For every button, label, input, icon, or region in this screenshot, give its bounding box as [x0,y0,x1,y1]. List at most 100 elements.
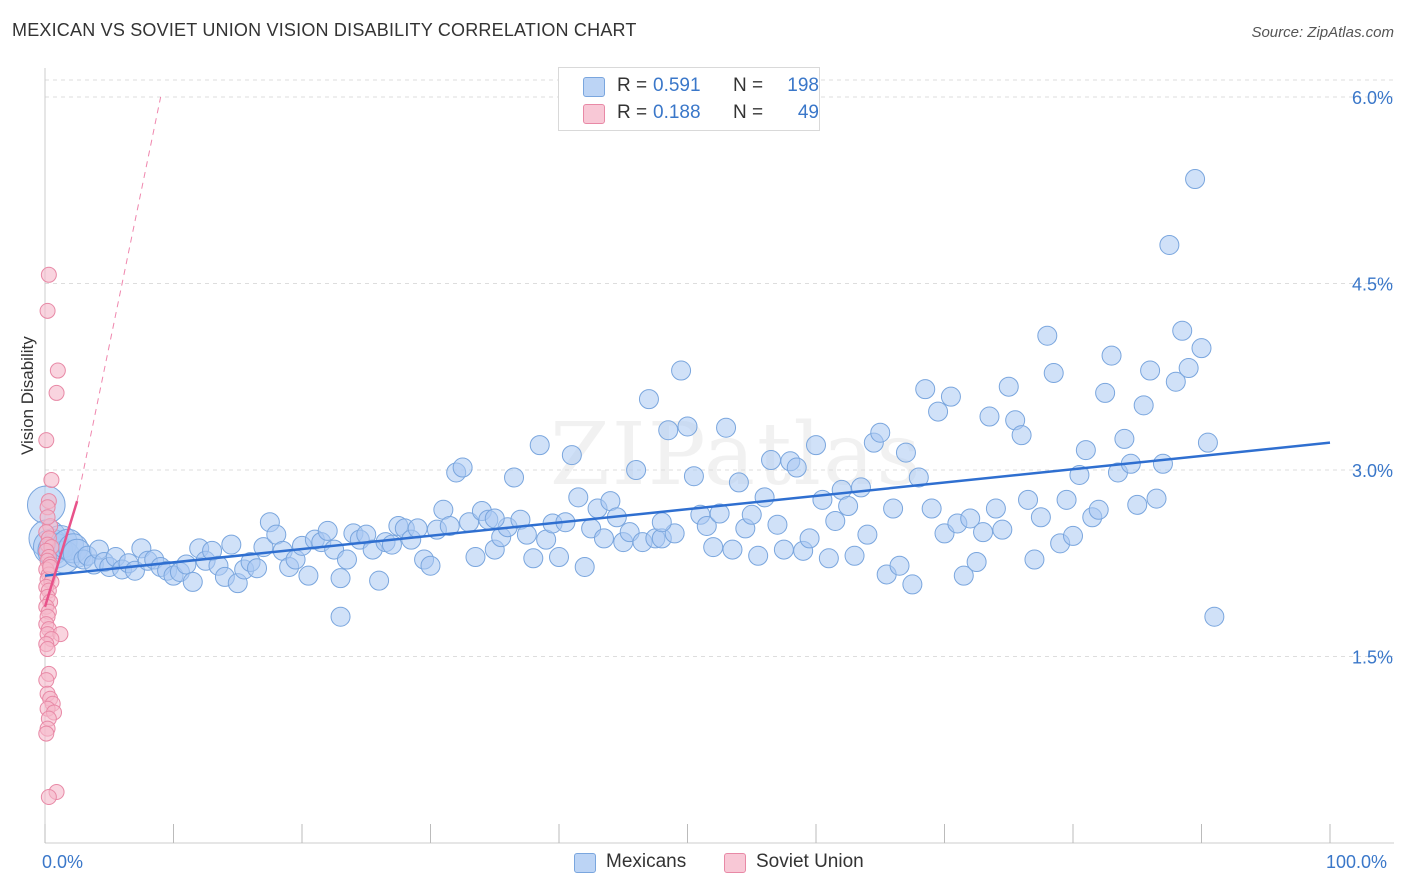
point-mexicans [979,406,1000,427]
point-mexicans [722,539,743,560]
point-mexicans [1030,507,1051,528]
point-mexicans [838,496,859,517]
point-mexicans [529,435,550,456]
point-mexicans [992,519,1013,540]
point-mexicans [883,498,904,519]
point-mexicans [850,477,871,498]
point-mexicans [439,515,460,536]
y-tick-label: 3.0% [1352,461,1393,481]
point-mexicans [928,401,949,422]
point-mexicans [812,489,833,510]
bottom-legend-label: Soviet Union [756,851,864,872]
point-mexicans [1024,549,1045,570]
point-mexicans [677,416,698,437]
point-mexicans [1075,440,1096,461]
point-mexicans [953,565,974,586]
point-mexicans [626,460,647,480]
point-mexicans [1095,382,1116,403]
point-mexicans [767,514,788,535]
point-mexicans [998,376,1019,397]
point-mexicans [844,545,865,566]
point-mexicans [818,548,839,569]
y-tick-label: 4.5% [1352,275,1393,295]
point-mexicans [716,417,737,438]
legend-n-value: 49 [797,102,819,123]
point-mexicans [921,498,942,519]
y-tick-label: 1.5% [1352,648,1393,668]
point-mexicans [568,487,589,508]
point-mexicans [484,508,505,529]
point-mexicans [966,552,987,573]
point-mexicans [516,524,537,545]
point-mexicans [336,549,357,570]
x-tick-label-min: 0.0% [42,852,84,872]
point-mexicans [786,457,807,478]
point-mexicans [857,524,878,545]
point-mexicans [683,466,704,487]
point-mexicans [369,570,390,591]
point-mexicans [1185,169,1206,190]
legend-swatch-mexicans [583,77,605,97]
point-mexicans [574,556,595,577]
point-soviet-union [38,725,55,742]
point-mexicans [452,457,473,478]
legend-n-label: N = [733,102,764,123]
point-mexicans [1165,371,1186,392]
point-mexicans [1197,432,1218,453]
point-mexicans [1204,606,1225,627]
legend-swatch-soviet-union [583,104,605,124]
point-mexicans [330,606,351,627]
point-mexicans [703,537,724,558]
point-mexicans [221,534,242,555]
legend-r-label: R = [617,75,648,96]
point-mexicans [748,545,769,566]
point-mexicans [658,420,679,441]
point-mexicans [593,528,614,549]
point-mexicans [1056,489,1077,510]
point-mexicans [1140,360,1161,381]
point-mexicans [504,467,525,488]
point-mexicans [561,445,582,466]
point-mexicans [902,574,923,595]
trendline-mexicans [44,441,1331,577]
point-mexicans [1043,363,1064,384]
point-mexicans [330,568,351,589]
point-mexicans [806,435,826,456]
point-mexicans [1146,488,1167,509]
bottom-legend-swatch-soviet-union [724,853,746,873]
point-mexicans [895,442,916,463]
point-soviet-union [39,509,56,526]
point-mexicans [773,539,794,560]
point-mexicans [870,422,891,443]
legend-n-value: 198 [787,75,819,96]
point-mexicans [799,528,820,549]
point-mexicans [889,555,910,576]
point-mexicans [940,386,961,407]
point-mexicans [1063,525,1083,546]
point-mexicans [1172,320,1193,341]
trendline-soviet-union [43,500,79,608]
y-tick-label: 6.0% [1352,88,1393,108]
point-mexicans [182,571,203,592]
point-mexicans [960,508,981,529]
point-mexicans [761,450,782,471]
legend-n-label: N = [733,75,764,96]
point-mexicans [709,503,730,524]
point-mexicans [1114,428,1135,449]
x-tick-label-max: 100.0% [1326,852,1388,872]
point-mexicans [908,467,929,488]
point-mexicans [915,379,936,400]
point-mexicans [523,548,544,569]
point-mexicans [1011,425,1032,446]
point-mexicans [1088,499,1109,520]
point-mexicans [1178,358,1199,379]
point-mexicans [651,512,672,533]
point-mexicans [973,522,994,543]
chart-title: MEXICAN VS SOVIET UNION VISION DISABILIT… [12,20,637,40]
point-soviet-union [40,266,57,283]
bottom-legend-swatch-mexicans [574,853,596,873]
point-mexicans [1037,325,1058,346]
point-soviet-union [39,302,56,319]
source-label: Source: ZipAtlas.com [1251,24,1394,41]
